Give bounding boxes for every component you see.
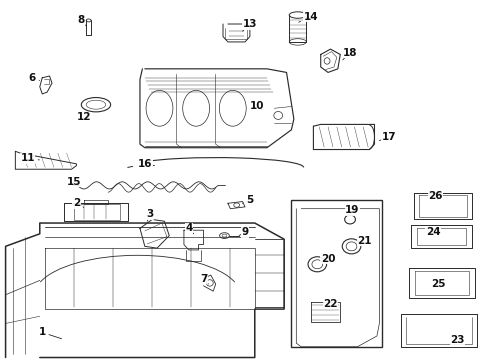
Text: 23: 23	[450, 334, 465, 345]
Text: 9: 9	[239, 227, 248, 237]
Text: 20: 20	[321, 254, 335, 264]
Text: 22: 22	[323, 299, 338, 309]
Text: 10: 10	[250, 102, 265, 112]
Text: 17: 17	[379, 132, 396, 142]
Text: 26: 26	[428, 191, 443, 201]
Text: 15: 15	[67, 177, 81, 187]
Text: 13: 13	[243, 19, 257, 31]
Text: 8: 8	[78, 15, 86, 26]
Text: 19: 19	[345, 206, 360, 216]
Text: 1: 1	[39, 327, 62, 339]
Text: 14: 14	[299, 12, 318, 22]
Text: 5: 5	[243, 195, 253, 205]
Text: 7: 7	[200, 274, 208, 284]
Text: 25: 25	[431, 279, 445, 289]
Text: 2: 2	[73, 198, 84, 208]
Text: 12: 12	[76, 112, 91, 122]
Text: 21: 21	[358, 236, 372, 246]
Text: 24: 24	[426, 227, 441, 237]
Text: 18: 18	[343, 48, 357, 60]
Bar	[292, 200, 382, 347]
Text: 4: 4	[185, 224, 194, 234]
Text: 3: 3	[146, 209, 153, 221]
Text: 16: 16	[138, 159, 155, 169]
Text: 6: 6	[29, 73, 40, 83]
Text: 11: 11	[20, 153, 40, 163]
